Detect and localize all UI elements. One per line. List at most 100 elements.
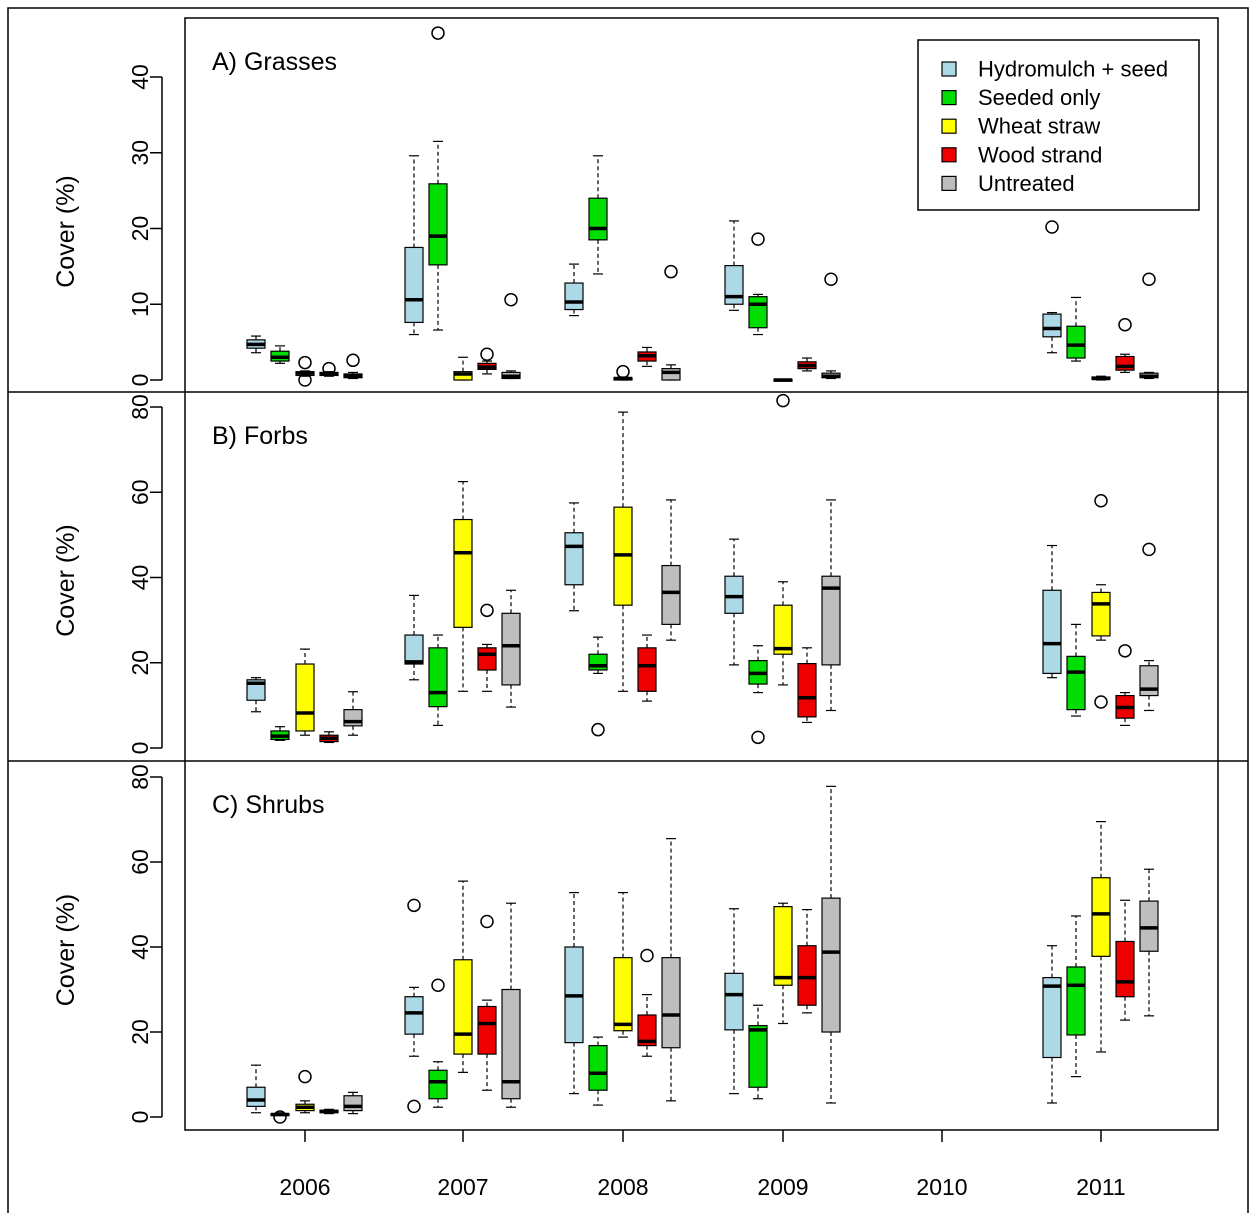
box-iqr (428, 1069, 448, 1100)
box-iqr (724, 972, 744, 1031)
box-2009-hydromulch-seed (724, 908, 744, 1095)
y-tick-label: 20 (127, 1019, 153, 1045)
box-2007-wood-strand (477, 347, 497, 375)
outlier-point (480, 914, 494, 929)
box-2008-untreated (661, 838, 681, 1102)
legend-box (917, 39, 1200, 211)
box-2007-wheat-straw (453, 480, 473, 692)
box-2006-wheat-straw (295, 355, 315, 387)
box-2011-untreated (1139, 868, 1159, 1017)
box-2009-hydromulch-seed (724, 220, 744, 311)
outlier-point (1094, 695, 1108, 709)
box-2009-wood-strand (797, 647, 817, 724)
box-iqr (724, 575, 744, 614)
x-axis: 2006 2007 2008 2009 2010 2011 (279, 1130, 1126, 1200)
box-2008-hydromulch-seed (564, 263, 584, 317)
outlier-point (431, 26, 445, 40)
box-2007-untreated (501, 902, 521, 1108)
box-2007-untreated (501, 589, 521, 708)
outlier-point (1142, 272, 1156, 287)
box-2006-hydromulch-seed (246, 677, 266, 713)
box-2006-wheat-straw (295, 648, 315, 736)
box-2009-seeded-only (748, 1004, 768, 1100)
box-2009-wood-strand (797, 357, 817, 372)
box-iqr (501, 612, 521, 686)
box-iqr (661, 368, 681, 381)
outlier-point (407, 1099, 421, 1114)
x-tick-label: 2010 (916, 1174, 967, 1200)
box-2009-hydromulch-seed (724, 538, 744, 666)
box-iqr (588, 1044, 608, 1091)
outlier-point (504, 292, 518, 307)
box-2006-wheat-straw (295, 1069, 315, 1114)
outlier-point (1118, 644, 1132, 658)
outlier-point (776, 393, 790, 408)
outlier-point (1142, 542, 1156, 557)
outlier-point (640, 948, 654, 963)
box-2007-wood-strand (477, 603, 497, 692)
box-2011-wheat-straw (1091, 821, 1111, 1053)
x-tick-label: 2007 (437, 1174, 488, 1200)
box-iqr (1139, 665, 1159, 697)
outlier-point (346, 353, 360, 368)
box-2011-hydromulch-seed (1042, 544, 1062, 679)
box-iqr (404, 634, 424, 665)
box-iqr (246, 1086, 266, 1107)
y-tick-label: 80 (127, 764, 153, 790)
box-2009-wheat-straw (773, 902, 793, 1025)
box-2006-untreated (343, 691, 363, 736)
box-2011-seeded-only (1066, 915, 1086, 1078)
legend-entry-hydromulch-seed: Hydromulch + seed (941, 57, 1168, 82)
box-2007-seeded-only (428, 634, 448, 727)
outlier-point (1045, 220, 1059, 234)
box-iqr (453, 959, 473, 1055)
y-tick-label: 0 (127, 1111, 153, 1124)
box-2008-seeded-only (588, 636, 608, 737)
box-iqr (1042, 313, 1062, 338)
legend-swatch (941, 61, 957, 77)
box-2007-hydromulch-seed (404, 898, 424, 1114)
box-2011-seeded-only (1066, 296, 1086, 362)
box-iqr (564, 532, 584, 586)
box-2008-seeded-only (588, 155, 608, 275)
legend-label: Wheat straw (978, 114, 1100, 139)
outlier-point (431, 978, 445, 992)
legend-label: Hydromulch + seed (978, 57, 1168, 82)
box-2011-hydromulch-seed (1042, 220, 1062, 354)
box-iqr (477, 647, 497, 671)
outlier-point (480, 603, 494, 618)
box-2007-wheat-straw (453, 880, 473, 1073)
box-2011-wood-strand (1115, 644, 1135, 727)
box-iqr (1042, 589, 1062, 675)
box-2007-wood-strand (477, 914, 497, 1091)
outlier-point (1094, 494, 1108, 508)
box-iqr (637, 647, 657, 692)
box-iqr (588, 197, 608, 241)
box-iqr (501, 988, 521, 1100)
box-iqr (613, 957, 633, 1032)
box-2009-wheat-straw (773, 378, 793, 382)
panel-title: B) Forbs (212, 422, 308, 450)
box-2008-wood-strand (637, 948, 657, 1057)
box-2011-wheat-straw (1091, 494, 1111, 709)
box-iqr (1066, 655, 1086, 711)
box-2008-wood-strand (637, 634, 657, 702)
y-tick-label: 60 (127, 479, 153, 505)
y-axis-label: Cover (%) (52, 175, 80, 288)
y-tick-label: 40 (127, 565, 153, 591)
outlier-point (407, 898, 421, 913)
box-iqr (1091, 591, 1111, 637)
x-tick-label: 2006 (279, 1174, 330, 1200)
box-2008-wheat-straw (613, 891, 633, 1038)
box-2009-untreated (821, 272, 841, 380)
box-2006-wood-strand (319, 731, 339, 744)
y-tick-label: 80 (127, 394, 153, 420)
box-2006-hydromulch-seed (246, 335, 266, 354)
box-2006-seeded-only (270, 345, 290, 364)
box-2011-seeded-only (1066, 623, 1086, 717)
box-iqr (661, 957, 681, 1049)
box-2011-wood-strand (1115, 899, 1135, 1021)
box-2006-untreated (343, 1091, 363, 1115)
box-iqr (773, 906, 793, 986)
plot-frame (184, 17, 1219, 1131)
